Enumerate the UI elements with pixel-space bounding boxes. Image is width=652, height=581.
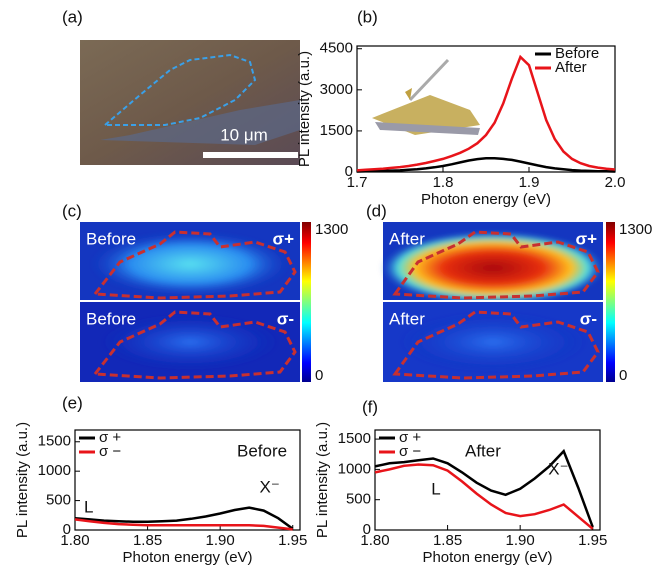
x-tick-label: 1.95 [278, 532, 307, 549]
scale-label: 10 μm [220, 125, 268, 144]
y-tick-label: 500 [46, 492, 71, 509]
annotation: X⁻ [260, 477, 280, 496]
colorbar-tick-label: 1300 [315, 221, 348, 238]
colorbar [606, 222, 615, 382]
y-tick-label: 0 [63, 521, 71, 538]
y-axis-label: PL intensity (a.u.) [14, 422, 31, 538]
map-polarization: σ- [277, 309, 294, 328]
x-tick-label: 1.85 [433, 532, 462, 549]
x-axis-label: Photon energy (eV) [421, 191, 551, 208]
map-polarization: σ+ [575, 229, 597, 248]
map-polarization: σ+ [272, 229, 294, 248]
x-tick-label: 1.7 [347, 174, 368, 191]
annotation: After [465, 441, 501, 460]
y-tick-label: 1000 [38, 462, 71, 479]
annotation: L [84, 497, 93, 516]
x-tick-label: 2.0 [605, 174, 626, 191]
panel-label: (d) [366, 201, 387, 220]
x-tick-label: 1.80 [360, 532, 389, 549]
legend-label: After [555, 59, 587, 76]
plot-frame [74, 429, 301, 531]
panel-label: (e) [62, 393, 83, 412]
y-tick-label: 0 [345, 163, 353, 180]
legend-label: Before [555, 45, 599, 62]
map-label: After [389, 229, 425, 248]
map-label: Before [86, 229, 136, 248]
micrograph [80, 40, 300, 165]
x-tick-label: 1.8 [433, 174, 454, 191]
colorbar-tick-label: 1300 [619, 221, 652, 238]
x-axis-label: Photon energy (eV) [422, 549, 552, 566]
plot-frame [374, 429, 601, 531]
y-axis-label: PL intensity (a.u.) [314, 422, 331, 538]
annotation: Before [237, 441, 287, 460]
inset-illustration [372, 58, 480, 135]
panel-label: (b) [357, 7, 378, 26]
y-tick-label: 4500 [320, 40, 353, 57]
legend-label: σ + [99, 429, 121, 446]
series-line [374, 448, 594, 528]
map-label: After [389, 309, 425, 328]
pl-map [381, 222, 605, 304]
y-tick-label: 500 [346, 491, 371, 508]
legend-label: σ + [399, 429, 421, 446]
y-tick-label: 0 [363, 521, 371, 538]
plot-frame [356, 45, 616, 173]
series-line [74, 518, 293, 531]
x-tick-label: 1.9 [519, 174, 540, 191]
x-tick-label: 1.85 [133, 532, 162, 549]
colorbar-tick-label: 0 [315, 367, 323, 384]
x-tick-label: 1.95 [578, 532, 607, 549]
legend-label: σ − [399, 443, 421, 460]
map-polarization: σ- [580, 309, 597, 328]
colorbar-tick-label: 0 [619, 367, 627, 384]
pl-map [80, 222, 300, 300]
scale-bar [203, 152, 298, 158]
y-tick-label: 1000 [338, 460, 371, 477]
colorbar [302, 222, 311, 382]
series-line [374, 463, 594, 530]
substrate-edge [100, 100, 300, 145]
x-tick-label: 1.90 [506, 532, 535, 549]
series-line [74, 506, 294, 530]
y-tick-label: 3000 [320, 81, 353, 98]
y-tick-label: 1500 [338, 430, 371, 447]
series-line [356, 157, 616, 173]
annotation: L [431, 479, 440, 498]
y-axis-label: PL intensity (a.u.) [296, 51, 313, 167]
map-label: Before [86, 309, 136, 328]
panel-label: (a) [62, 7, 83, 26]
flake-outline [102, 53, 257, 126]
x-axis-label: Photon energy (eV) [122, 549, 252, 566]
y-tick-label: 1500 [38, 433, 71, 450]
legend-label: σ − [99, 443, 121, 460]
panel-label: (c) [62, 201, 82, 220]
annotation: X⁻ [548, 459, 568, 478]
series-line [356, 54, 616, 172]
x-tick-label: 1.80 [60, 532, 89, 549]
y-tick-label: 1500 [320, 122, 353, 139]
x-tick-label: 1.90 [206, 532, 235, 549]
panel-label: (f) [362, 397, 378, 416]
pl-map [383, 302, 603, 382]
pl-map [80, 302, 300, 382]
